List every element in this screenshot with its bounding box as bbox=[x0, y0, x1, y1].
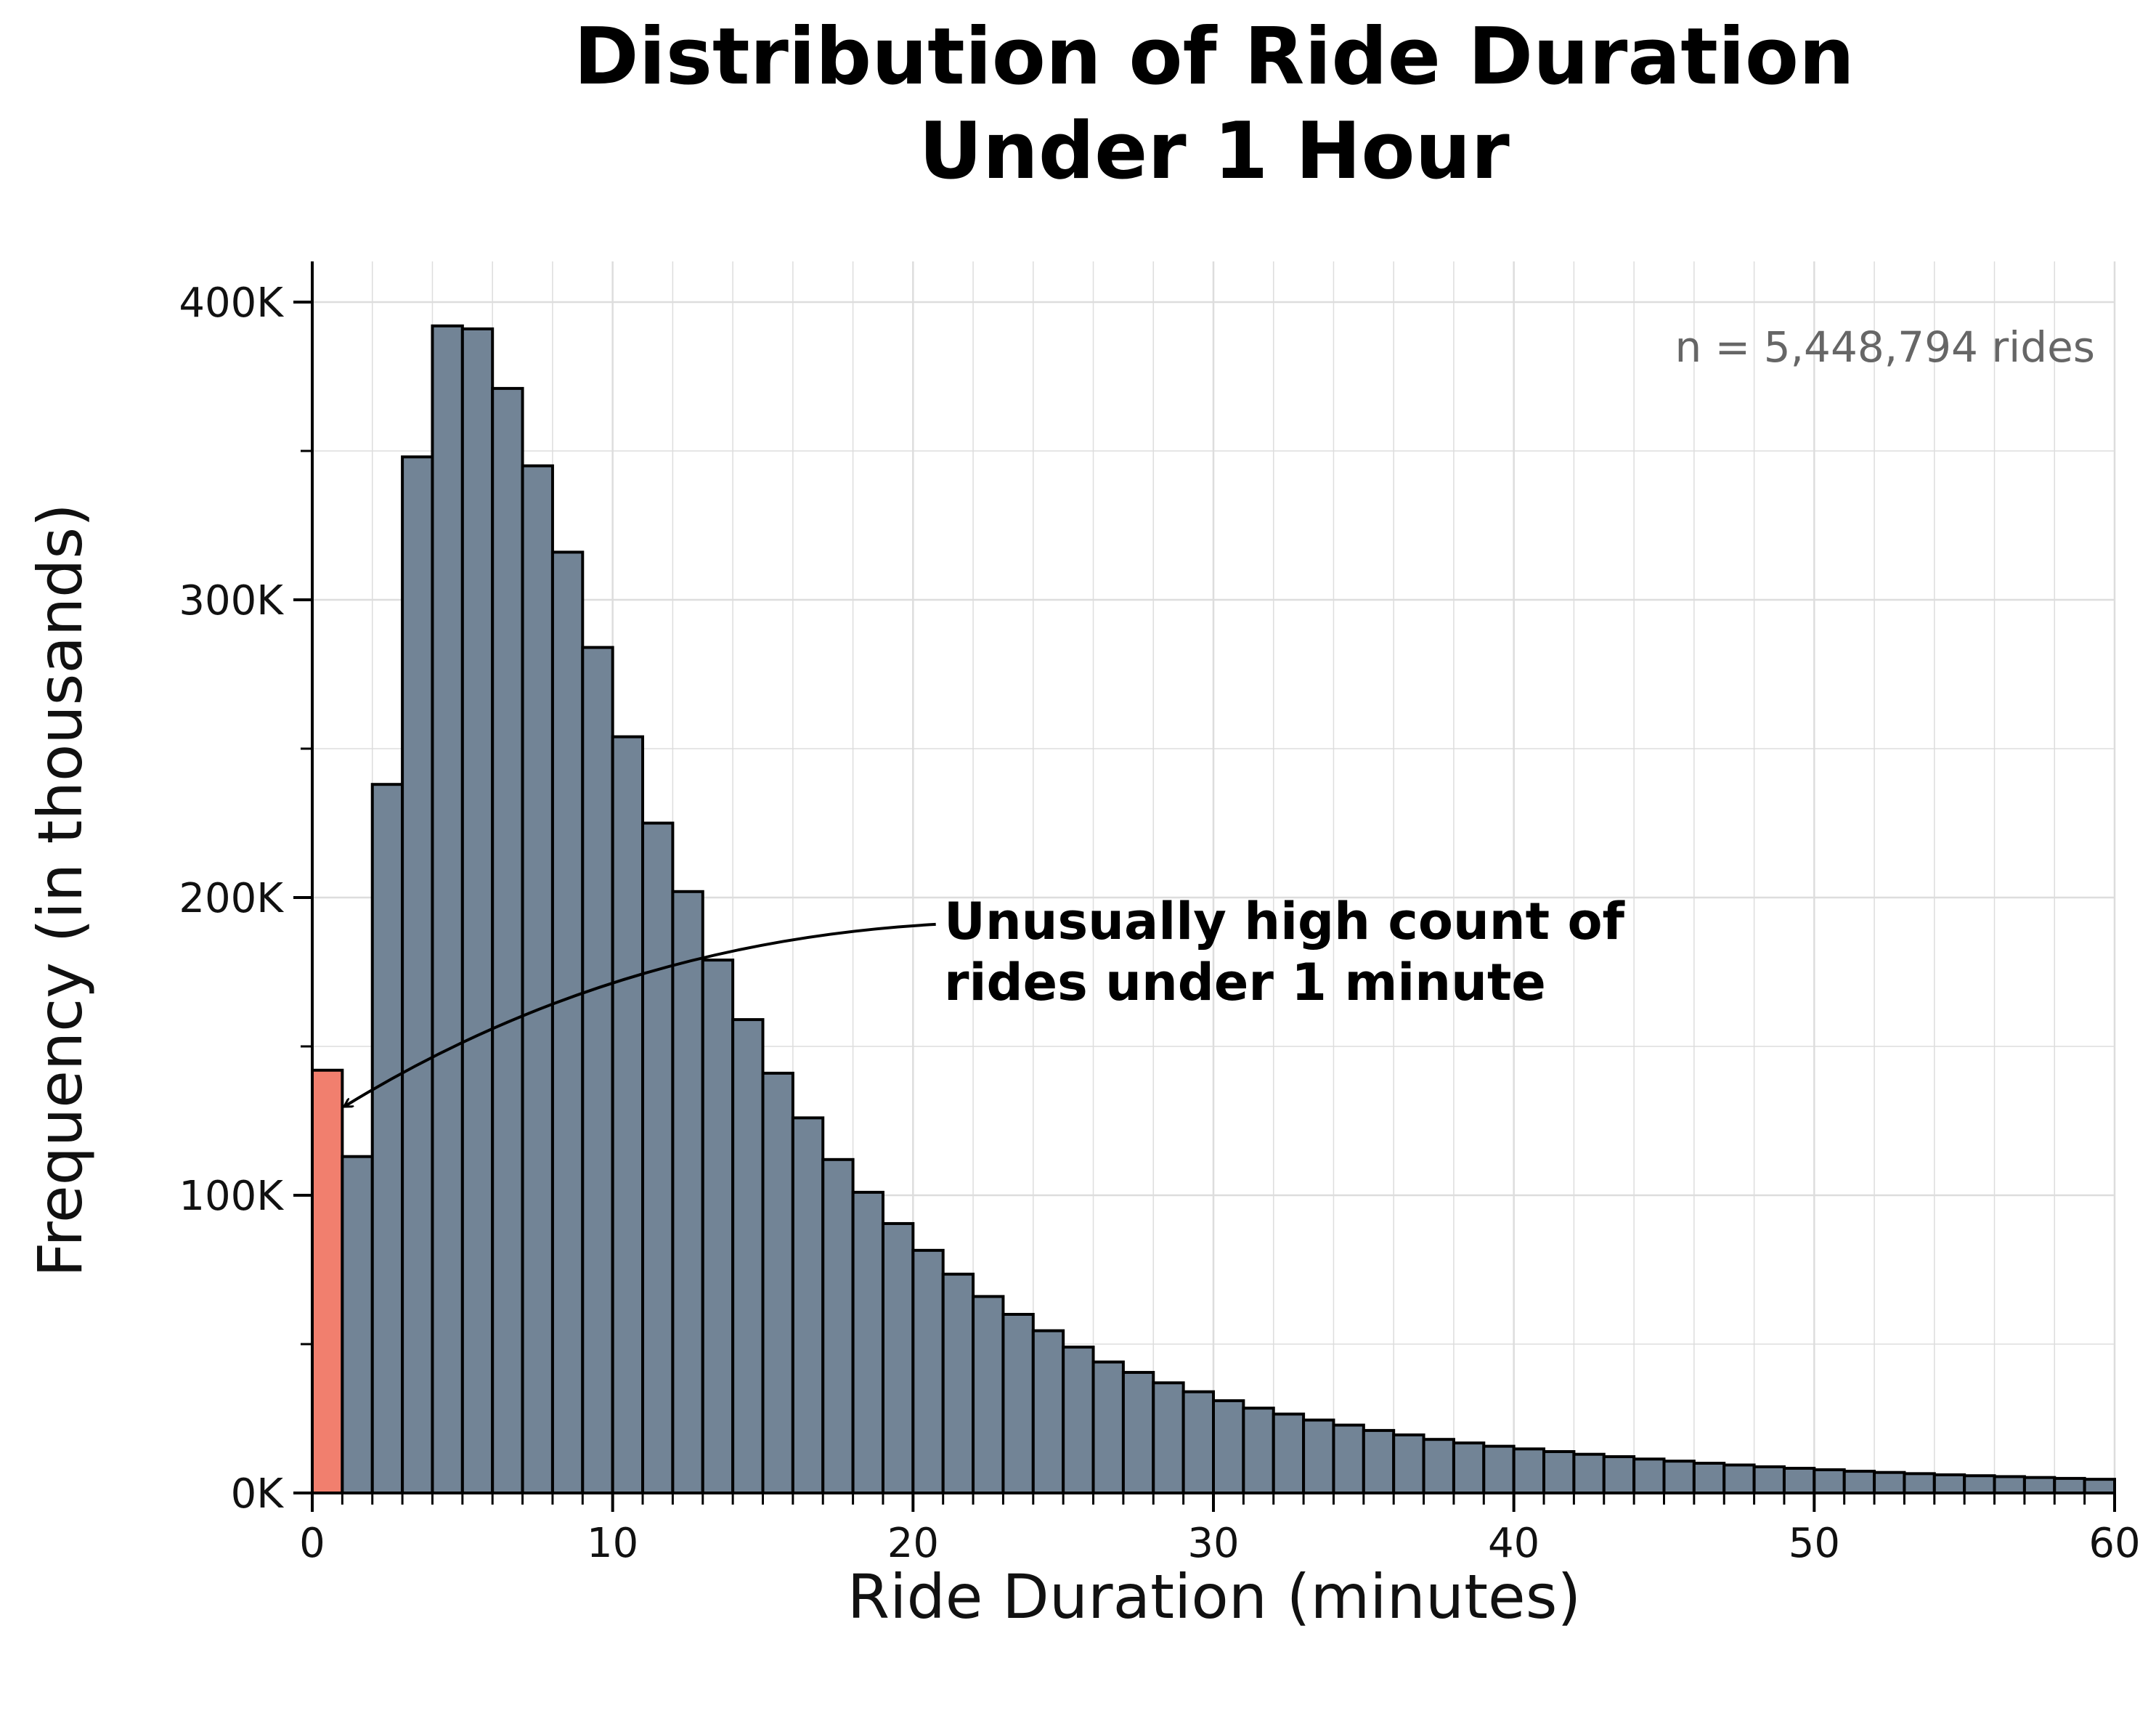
histogram-bar bbox=[881, 1221, 915, 1494]
histogram-bar bbox=[521, 464, 554, 1494]
histogram-bar-highlighted bbox=[311, 1068, 344, 1495]
histogram-bar bbox=[1121, 1370, 1155, 1494]
histogram-bar bbox=[1031, 1329, 1065, 1495]
histogram-bar bbox=[1542, 1450, 1576, 1495]
grid-lines bbox=[312, 261, 2116, 1493]
histogram-bar bbox=[1062, 1346, 1095, 1494]
sample-size-label: n = 5,448,794 rides bbox=[1675, 322, 2095, 372]
x-tick-label: 60 bbox=[2088, 1520, 2140, 1567]
histogram-bar bbox=[1782, 1466, 1816, 1494]
histogram-bar bbox=[911, 1248, 945, 1494]
histogram-bar bbox=[941, 1272, 975, 1495]
x-tick-label: 0 bbox=[299, 1520, 325, 1567]
histogram-bar bbox=[1332, 1423, 1365, 1495]
histogram-bar bbox=[1692, 1462, 1726, 1494]
histogram-bar bbox=[491, 386, 524, 1494]
histogram-bar bbox=[851, 1190, 884, 1495]
histogram-bar bbox=[761, 1071, 794, 1494]
histogram-bar bbox=[1903, 1472, 1936, 1494]
chart-title-line-2: Under 1 Hour bbox=[919, 106, 1509, 197]
y-tick-label: 300K bbox=[179, 577, 284, 624]
histogram-bar bbox=[731, 1018, 765, 1494]
annotation-text-line-2: rides under 1 minute bbox=[944, 953, 1546, 1012]
histogram-bar bbox=[641, 821, 675, 1494]
x-tick-label: 50 bbox=[1789, 1520, 1840, 1567]
histogram-bar bbox=[2083, 1478, 2116, 1495]
histogram-bar bbox=[1873, 1470, 1906, 1494]
y-tick-label: 0K bbox=[231, 1470, 285, 1518]
y-tick-label: 200K bbox=[179, 875, 284, 922]
axes bbox=[293, 261, 2116, 1512]
tick-labels: 0 10 20 30 40 50 60 0K 100K 200K 300K 400K bbox=[179, 280, 2140, 1567]
histogram-bar bbox=[581, 646, 614, 1494]
histogram-bar bbox=[460, 327, 495, 1494]
histogram-bar bbox=[1422, 1438, 1455, 1494]
histogram-bar bbox=[1813, 1468, 1846, 1495]
x-tick-label: 20 bbox=[887, 1520, 939, 1567]
histogram-bar bbox=[1752, 1465, 1786, 1495]
x-axis-label: Ride Duration (minutes) bbox=[847, 1561, 1582, 1632]
histogram-bar bbox=[1632, 1457, 1666, 1495]
histogram-bar bbox=[1272, 1412, 1306, 1494]
y-tick-label: 400K bbox=[179, 280, 284, 327]
bars bbox=[311, 324, 2116, 1495]
histogram-bar bbox=[1932, 1473, 1966, 1494]
histogram-bar bbox=[370, 783, 404, 1494]
histogram-bar bbox=[701, 959, 735, 1494]
x-tick-label: 30 bbox=[1187, 1520, 1239, 1567]
x-tick-label: 10 bbox=[587, 1520, 638, 1567]
histogram-bar bbox=[401, 455, 434, 1495]
histogram-bar bbox=[1993, 1475, 2026, 1494]
histogram-bar bbox=[611, 735, 645, 1494]
histogram-bar bbox=[972, 1295, 1005, 1495]
histogram-bar bbox=[1181, 1390, 1215, 1494]
histogram-bar bbox=[1512, 1447, 1546, 1494]
histogram-bar bbox=[2022, 1476, 2057, 1495]
histogram-bar bbox=[1722, 1463, 1756, 1494]
histogram-bar bbox=[1602, 1454, 1636, 1494]
histogram-bar bbox=[1452, 1441, 1486, 1494]
histogram-bar bbox=[1212, 1399, 1245, 1495]
histogram-bar bbox=[550, 550, 585, 1494]
chart-title-line-1: Distribution of Ride Duration bbox=[574, 12, 1855, 102]
histogram-bar bbox=[1482, 1444, 1516, 1495]
histogram-bar bbox=[1662, 1460, 1696, 1495]
y-axis-label: Frequency (in thousands) bbox=[25, 503, 96, 1277]
histogram-bar bbox=[1572, 1452, 1606, 1494]
histogram-bar bbox=[791, 1116, 825, 1494]
histogram-bar bbox=[1091, 1360, 1125, 1494]
histogram-bar bbox=[1242, 1407, 1275, 1495]
y-tick-label: 100K bbox=[179, 1173, 284, 1220]
histogram-bar bbox=[341, 1155, 374, 1494]
histogram-bar bbox=[1001, 1313, 1035, 1494]
histogram-bar bbox=[671, 890, 704, 1495]
histogram-bar bbox=[1963, 1474, 1996, 1494]
annotation-text-line-1: Unusually high count of bbox=[944, 892, 1626, 951]
annotation-arrow bbox=[346, 922, 936, 1106]
histogram-bar bbox=[1842, 1470, 1876, 1494]
x-tick-label: 40 bbox=[1488, 1520, 1539, 1567]
histogram-bar bbox=[1302, 1418, 1335, 1495]
histogram-bar bbox=[821, 1157, 855, 1495]
histogram-bar bbox=[1152, 1381, 1185, 1495]
histogram-bar bbox=[431, 324, 464, 1494]
histogram-bar bbox=[2053, 1476, 2086, 1495]
histogram-bar bbox=[1362, 1428, 1396, 1495]
histogram-bar bbox=[1392, 1433, 1425, 1495]
